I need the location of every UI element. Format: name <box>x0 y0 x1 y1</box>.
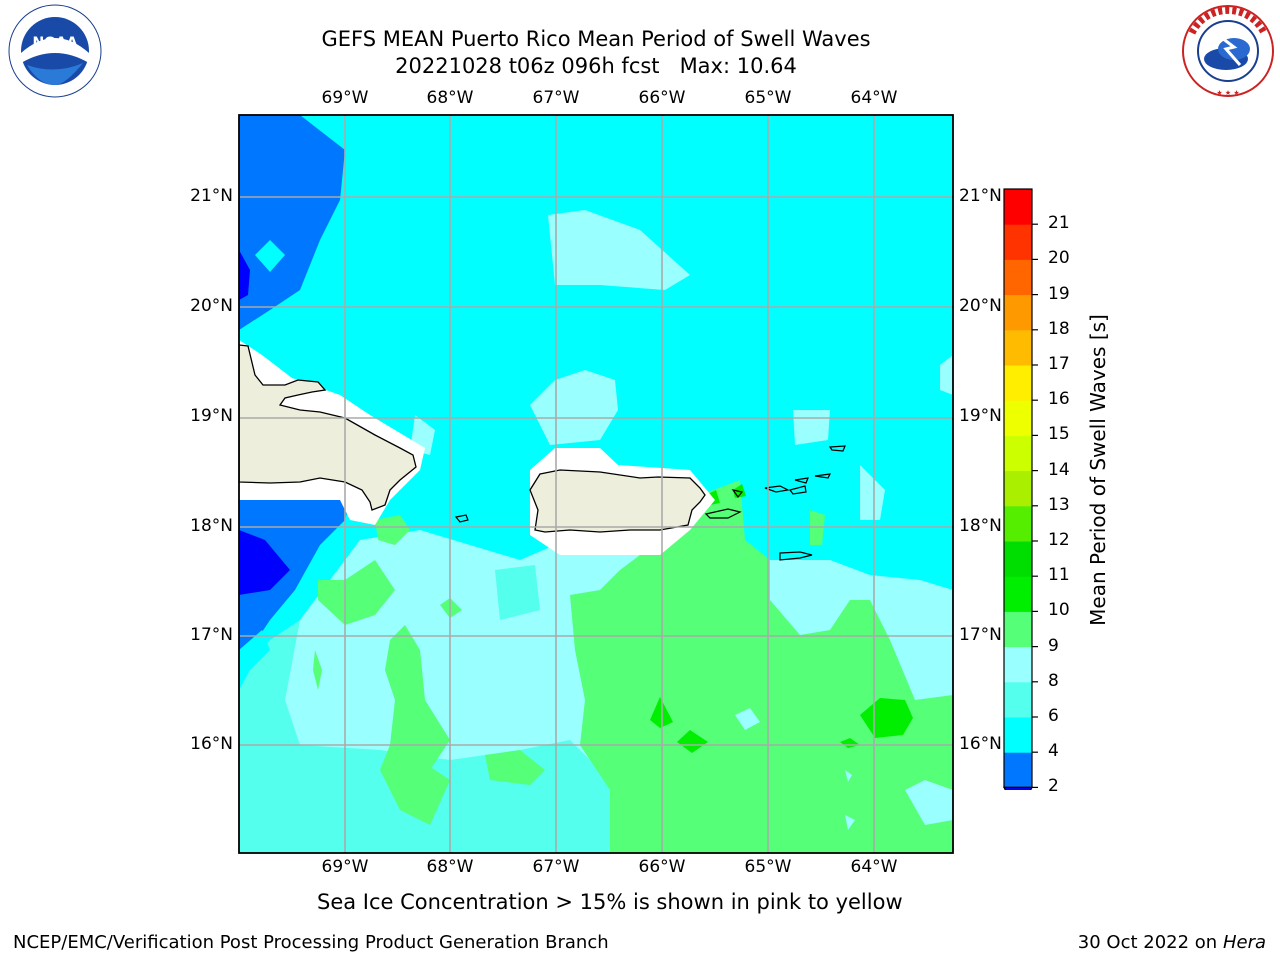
noaa-logo: NOAA <box>8 4 102 98</box>
colorbar-segment <box>1004 646 1032 683</box>
lon-label-top: 66°W <box>638 88 686 108</box>
colorbar-tick-label: 4 <box>1048 741 1059 762</box>
footer-date-text: 30 Oct 2022 on <box>1077 932 1223 953</box>
lon-label-top: 69°W <box>321 88 369 108</box>
colorbar-segment <box>1004 435 1032 472</box>
colorbar-tick-label: 17 <box>1048 354 1070 374</box>
map-subtitle: 20221028 t06z 096h fcst Max: 10.64 <box>395 54 797 78</box>
lon-label-bottom: 66°W <box>638 857 686 877</box>
colorbar-segment <box>1004 189 1032 225</box>
colorbar-segment <box>1004 294 1032 331</box>
colorbar-tick-label: 19 <box>1048 283 1070 304</box>
colorbar-segment <box>1004 400 1032 436</box>
colorbar-segment <box>1004 329 1032 366</box>
lat-label-left: 21°N <box>190 186 233 206</box>
lat-label-right: 20°N <box>959 296 1002 316</box>
colorbar-tick-label: 13 <box>1048 494 1070 515</box>
colorbar-tick-label: 14 <box>1048 459 1070 480</box>
lon-label-bottom: 67°W <box>532 857 580 877</box>
colorbar-tick-label: 8 <box>1048 670 1059 691</box>
lon-label-bottom: 64°W <box>850 857 898 877</box>
colorbar-segment <box>1004 611 1032 648</box>
colorbar-segment <box>1004 541 1032 577</box>
colorbar-tick-label: 9 <box>1048 635 1059 656</box>
footer-date: 30 Oct 2022 on Hera <box>1078 932 1266 953</box>
footer-machine: Hera <box>1222 932 1266 953</box>
lat-label-right: 18°N <box>959 516 1002 536</box>
colorbar-tick-label: 18 <box>1048 318 1070 339</box>
lon-label-top: 68°W <box>426 88 474 108</box>
colorbar-tick-label: 12 <box>1048 530 1070 550</box>
lat-label-left: 17°N <box>190 625 233 645</box>
lon-label-bottom: 69°W <box>321 857 369 877</box>
colorbar-segment <box>1004 365 1032 401</box>
lat-label-right: 16°N <box>959 734 1002 754</box>
colorbar-segment <box>1004 681 1032 718</box>
colorbar-tick-label: 16 <box>1048 389 1070 410</box>
lat-label-left: 20°N <box>190 296 233 316</box>
lon-label-top: 65°W <box>744 88 792 108</box>
colorbar-tick-label: 21 <box>1048 213 1070 234</box>
colorbar-segment <box>1004 576 1032 612</box>
colorbar-tick-label: 2 <box>1048 776 1059 797</box>
lon-label-bottom: 68°W <box>426 857 474 877</box>
lat-label-left: 19°N <box>190 406 233 426</box>
nws-logo: ★ ★ ★ <box>1182 5 1274 97</box>
colorbar-tick-label: 10 <box>1048 600 1070 621</box>
colorbar-segment <box>1004 259 1032 296</box>
colorbar-segment <box>1004 505 1032 542</box>
colorbar-segment <box>1004 470 1032 507</box>
lon-label-bottom: 65°W <box>744 857 792 877</box>
lat-label-right: 17°N <box>959 625 1002 645</box>
noaa-logo-text: NOAA <box>33 35 78 51</box>
map-title: GEFS MEAN Puerto Rico Mean Period of Swe… <box>321 27 871 51</box>
lat-label-right: 21°N <box>959 186 1002 206</box>
colorbar <box>1003 188 1038 790</box>
colorbar-segment <box>1004 224 1032 260</box>
colorbar-segment <box>1004 717 1032 753</box>
lat-label-left: 16°N <box>190 734 233 754</box>
colorbar-tick-label: 11 <box>1048 565 1070 586</box>
lat-label-left: 18°N <box>190 516 233 536</box>
footer-credit: NCEP/EMC/Verification Post Processing Pr… <box>13 932 609 953</box>
colorbar-title: Mean Period of Swell Waves [s] <box>1086 314 1110 626</box>
colorbar-segment <box>1004 752 1032 788</box>
colorbar-tick-label: 20 <box>1048 248 1070 269</box>
colorbar-tick-label: 6 <box>1048 706 1059 726</box>
lon-label-top: 64°W <box>850 88 898 108</box>
svg-text:★ ★ ★: ★ ★ ★ <box>1216 89 1239 97</box>
lon-label-top: 67°W <box>532 88 580 108</box>
sea-ice-footnote: Sea Ice Concentration > 15% is shown in … <box>317 890 903 914</box>
lat-label-right: 19°N <box>959 406 1002 426</box>
colorbar-tick-label: 15 <box>1048 424 1070 445</box>
